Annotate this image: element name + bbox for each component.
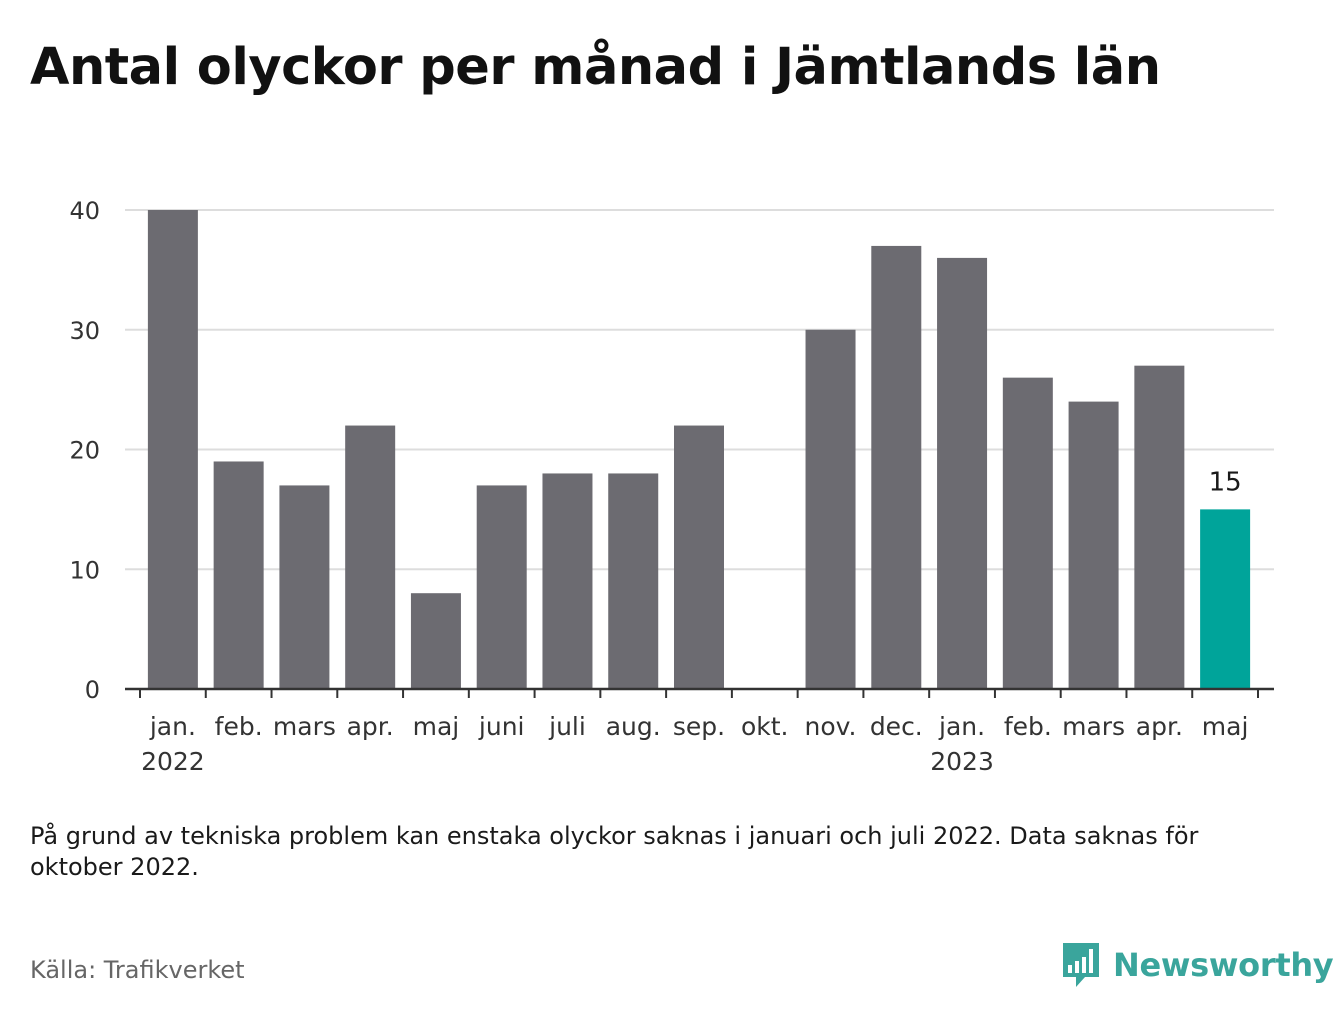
x-tick-label: aug. <box>606 712 661 741</box>
x-tick-label: nov. <box>805 712 857 741</box>
bars: 15 <box>147 210 1251 690</box>
bar <box>871 245 922 690</box>
bar <box>1134 365 1185 689</box>
bar <box>1002 377 1053 689</box>
bar <box>476 485 527 689</box>
x-tick-label: apr. <box>1136 712 1183 741</box>
x-year-label: 2023 <box>930 747 994 776</box>
x-tick-label: mars <box>273 712 336 741</box>
bar <box>410 593 461 689</box>
bar-value-label: 15 <box>1209 467 1242 497</box>
y-tick-label: 10 <box>69 556 100 584</box>
bar <box>345 425 396 689</box>
y-tick-label: 20 <box>69 437 100 465</box>
x-tick-label: okt. <box>741 712 789 741</box>
x-tick-label: maj <box>1202 712 1249 741</box>
newsworthy-logo[interactable]: Newsworthy <box>1061 941 1334 989</box>
newsworthy-logo-icon <box>1063 943 1099 987</box>
y-tick-label: 30 <box>69 317 100 345</box>
bar <box>279 485 330 689</box>
y-tick-label: 40 <box>69 197 100 225</box>
bar <box>147 210 198 689</box>
x-tick-label: dec. <box>870 712 923 741</box>
bar <box>674 425 724 689</box>
x-tick-label: mars <box>1062 712 1125 741</box>
bar <box>1200 509 1251 689</box>
x-tick-label: sep. <box>673 712 725 741</box>
bar <box>937 257 988 689</box>
x-tick-label: feb. <box>1004 712 1052 741</box>
x-tick-label: jan. <box>938 712 985 741</box>
chart-title: Antal olyckor per månad i Jämtlands län <box>30 38 1161 97</box>
x-tick-label: maj <box>413 712 460 741</box>
bar <box>542 473 593 689</box>
bar <box>1068 401 1119 689</box>
bar <box>213 461 264 689</box>
x-tick-label: juli <box>548 712 586 741</box>
x-year-label: 2022 <box>141 747 205 776</box>
brand-name: Newsworthy <box>1113 946 1334 984</box>
bar <box>805 329 856 689</box>
x-tick-label: jan. <box>149 712 196 741</box>
bar <box>608 473 659 689</box>
x-tick-label: juni <box>478 712 525 741</box>
x-tick-label: feb. <box>215 712 263 741</box>
y-axis-ticks: 0 10 20 30 40 <box>69 197 100 704</box>
footnote: På grund av tekniska problem kan enstaka… <box>30 822 1199 881</box>
x-tick-label: apr. <box>347 712 394 741</box>
x-axis <box>125 687 1274 698</box>
x-axis-labels: jan. feb. mars apr. maj juni juli aug. sep. okt. n… <box>141 712 1248 776</box>
source-label: Källa: Trafikverket <box>30 956 245 984</box>
y-tick-label: 0 <box>85 676 100 704</box>
